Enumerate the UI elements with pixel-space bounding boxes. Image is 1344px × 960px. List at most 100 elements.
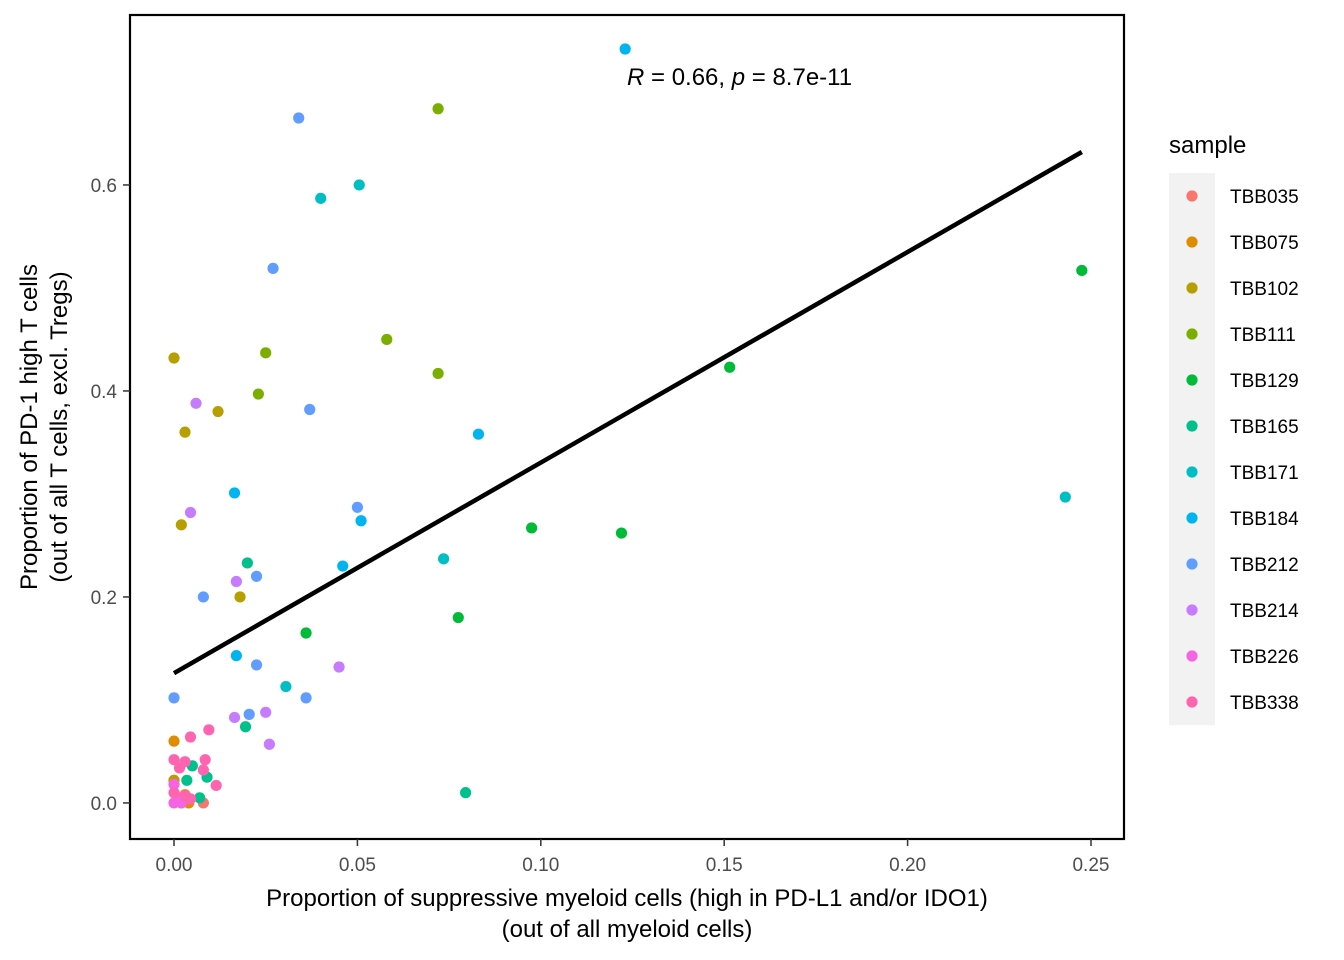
data-point xyxy=(260,706,272,718)
legend-item-tbb035: TBB035 xyxy=(1186,187,1299,208)
data-point xyxy=(168,352,180,364)
data-point xyxy=(315,192,327,204)
data-point xyxy=(168,692,180,704)
legend-label: TBB165 xyxy=(1230,417,1299,438)
data-point xyxy=(452,611,464,624)
data-point xyxy=(460,787,472,799)
data-point xyxy=(381,333,393,346)
annotation-p-symbol: p xyxy=(731,64,745,91)
legend-item-tbb165: TBB165 xyxy=(1186,417,1299,438)
legend-key xyxy=(1186,512,1198,524)
legend-item-tbb214: TBB214 xyxy=(1186,601,1299,622)
legend-label: TBB214 xyxy=(1230,601,1299,622)
data-point xyxy=(210,779,222,792)
series-tbb171 xyxy=(280,179,1071,693)
data-point xyxy=(438,553,450,565)
data-point xyxy=(168,787,180,799)
legend-item-tbb338: TBB338 xyxy=(1186,693,1299,714)
data-point xyxy=(724,361,736,373)
data-point xyxy=(267,262,279,274)
data-point xyxy=(228,711,241,724)
data-point xyxy=(619,43,631,55)
series-tbb102 xyxy=(168,352,246,786)
legend-key xyxy=(1186,650,1198,662)
legend-label: TBB338 xyxy=(1230,693,1299,714)
data-point xyxy=(353,179,365,191)
legend-label: TBB171 xyxy=(1230,463,1299,484)
data-point xyxy=(190,397,202,409)
data-point xyxy=(250,659,263,671)
data-point xyxy=(432,367,444,380)
data-point xyxy=(184,793,197,805)
y-tick-label: 0.4 xyxy=(91,382,118,403)
annotation-p-value: = 8.7e-11 xyxy=(745,64,852,91)
data-point xyxy=(173,762,186,774)
data-point xyxy=(300,692,312,704)
data-point xyxy=(304,403,316,416)
legend-key xyxy=(1186,466,1198,478)
x-axis-subtitle: (out of all myeloid cells) xyxy=(502,916,753,943)
y-axis: 0.0 0.2 0.4 0.6 xyxy=(91,176,130,815)
data-point xyxy=(179,426,191,438)
legend-key xyxy=(1186,420,1198,432)
y-tick-label: 0.0 xyxy=(91,794,117,815)
data-point xyxy=(175,519,187,531)
legend-item-tbb075: TBB075 xyxy=(1186,233,1299,254)
data-point xyxy=(194,792,206,804)
series-tbb214 xyxy=(184,397,345,750)
data-point xyxy=(351,501,364,513)
legend-item-tbb212: TBB212 xyxy=(1186,555,1299,576)
series-tbb129 xyxy=(300,264,1088,639)
data-point xyxy=(472,428,485,440)
legend-label: TBB184 xyxy=(1230,509,1299,530)
data-point xyxy=(184,731,197,743)
data-point xyxy=(260,347,272,359)
legend-title: sample xyxy=(1169,132,1246,159)
legend-label: TBB035 xyxy=(1230,187,1299,208)
data-point xyxy=(184,506,197,519)
legend-item-tbb184: TBB184 xyxy=(1186,509,1299,530)
x-tick-label: 0.25 xyxy=(1072,855,1109,876)
x-tick-label: 0.05 xyxy=(339,855,376,876)
x-axis: 0.00 0.05 0.10 0.15 0.20 0.25 xyxy=(156,839,1109,876)
legend-key xyxy=(1186,558,1198,570)
data-point xyxy=(243,708,255,720)
correlation-annotation: R = 0.66, p = 8.7e-11 xyxy=(627,64,852,91)
data-point xyxy=(337,560,349,572)
data-point xyxy=(203,724,215,736)
legend-item-tbb129: TBB129 xyxy=(1186,371,1299,392)
legend-label: TBB226 xyxy=(1230,647,1299,668)
legend-label: TBB129 xyxy=(1230,371,1299,392)
y-tick-label: 0.2 xyxy=(91,588,117,609)
legend-item-tbb171: TBB171 xyxy=(1186,463,1299,484)
x-tick-label: 0.10 xyxy=(522,855,559,876)
data-point xyxy=(355,515,367,527)
data-point xyxy=(1076,264,1088,277)
x-tick-label: 0.00 xyxy=(156,855,193,876)
data-point xyxy=(252,388,264,400)
legend-label: TBB212 xyxy=(1230,555,1299,576)
y-tick-label: 0.6 xyxy=(91,176,117,197)
data-point xyxy=(168,778,180,791)
legend-key xyxy=(1186,328,1198,340)
data-point xyxy=(333,661,345,673)
series-tbb111 xyxy=(252,103,444,400)
data-point xyxy=(526,522,538,534)
series-tbb165 xyxy=(181,557,472,804)
legend-item-tbb111: TBB111 xyxy=(1186,325,1296,346)
data-point xyxy=(250,570,263,582)
legend-key-background xyxy=(1169,173,1215,725)
legend: sample TBB035TBB075TBB102TBB111TBB129TBB… xyxy=(1169,132,1299,725)
data-point xyxy=(212,405,224,418)
data-point xyxy=(300,627,312,639)
data-point xyxy=(168,735,180,747)
x-axis-title: Proportion of suppressive myeloid cells … xyxy=(266,885,988,912)
legend-key xyxy=(1186,236,1198,248)
plot-points xyxy=(168,43,1088,809)
data-point xyxy=(228,487,241,499)
legend-label: TBB075 xyxy=(1230,233,1299,254)
legend-items: TBB035 TBB075 TBB102 TBB111 TBB129 TBB165 TBB1… xyxy=(1186,187,1299,714)
x-tick-label: 0.20 xyxy=(889,855,926,876)
